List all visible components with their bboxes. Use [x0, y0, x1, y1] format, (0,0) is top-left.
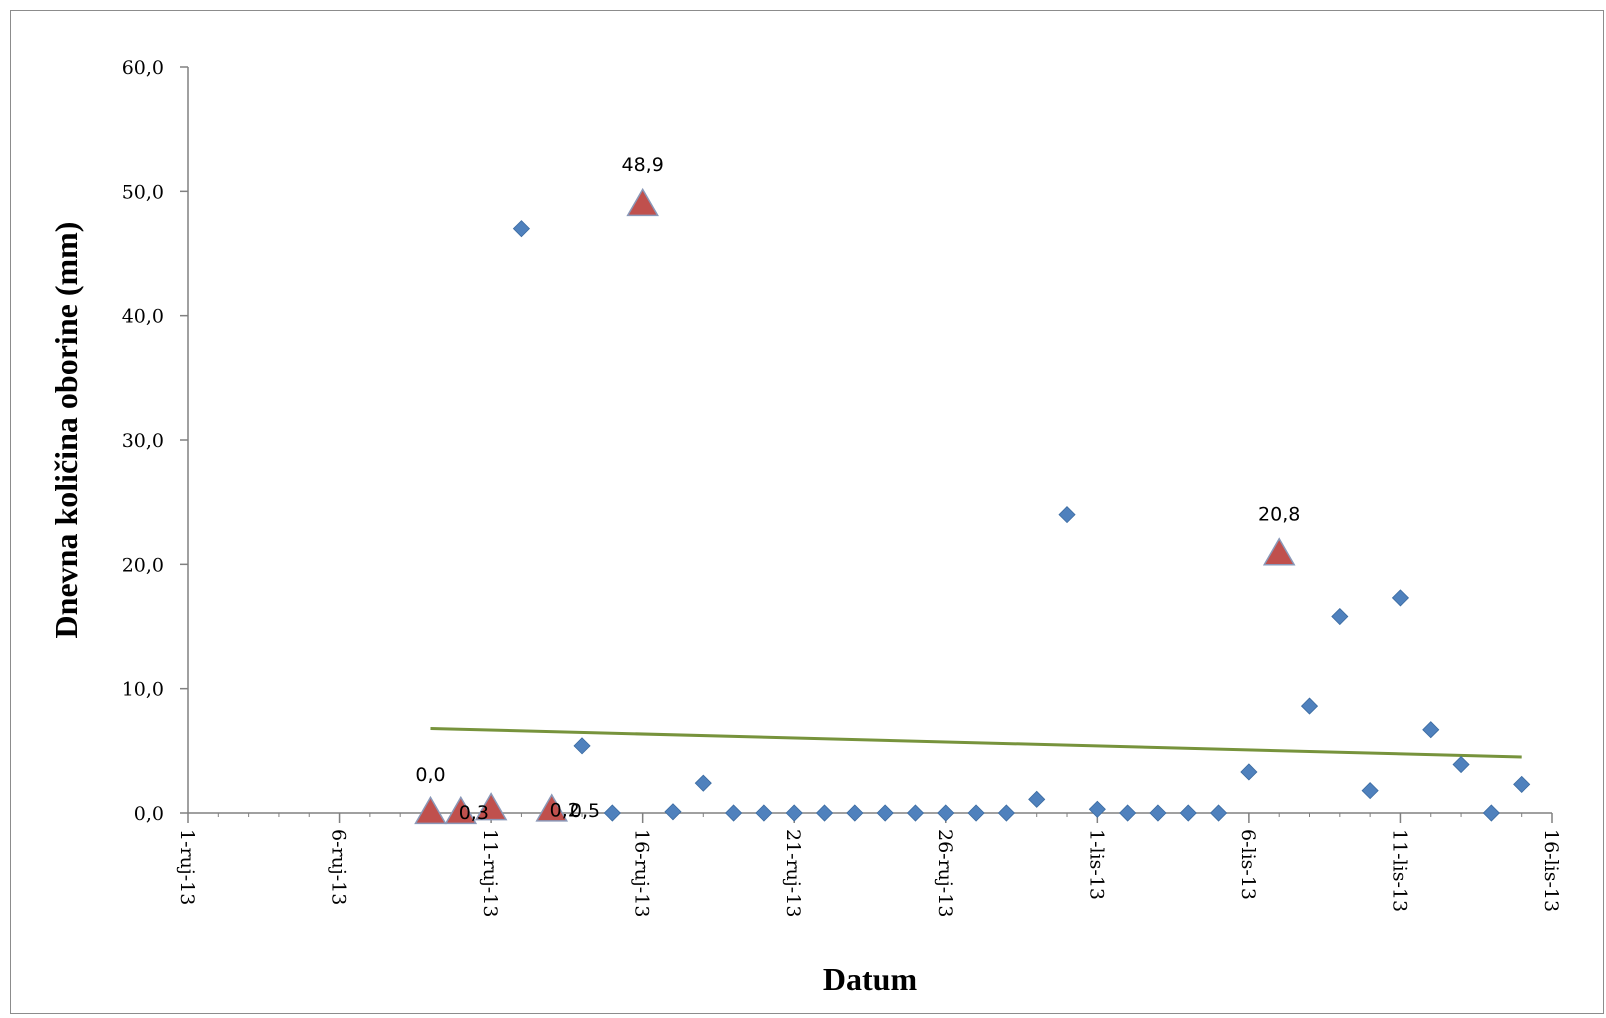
x-tick-label: 11-ruj-13: [479, 829, 501, 917]
point-diamond: [1422, 721, 1440, 739]
data-label: 20,8: [1258, 503, 1300, 525]
point-diamond: [1452, 755, 1470, 774]
point-diamond: [1300, 697, 1319, 715]
y-tick-label: 10,0: [122, 679, 164, 701]
point-diamond: [967, 804, 985, 822]
point-diamond: [1058, 506, 1076, 524]
point-diamond: [1149, 804, 1167, 822]
chart-frame: [10, 10, 1604, 1014]
point-triangle: [626, 187, 659, 217]
point-diamond: [1391, 589, 1410, 607]
point-diamond: [512, 220, 530, 238]
y-tick-label: 50,0: [122, 181, 164, 203]
trendline: [430, 726, 1522, 759]
data-label: 0,0: [415, 764, 445, 786]
data-label: 0,5: [570, 800, 600, 822]
x-tick-label: 26-ruj-13: [934, 829, 956, 917]
x-tick-label: 16-ruj-13: [631, 829, 653, 917]
y-tick-label: 30,0: [122, 430, 164, 452]
point-diamond: [1210, 804, 1228, 822]
points-layer: [414, 187, 1531, 825]
x-tick-label: 6-lis-13: [1237, 829, 1259, 900]
x-tick-label: 1-lis-13: [1085, 829, 1107, 900]
point-diamond: [603, 804, 621, 822]
x-tick-label: 6-ruj-13: [328, 829, 350, 905]
point-diamond: [1240, 763, 1258, 781]
trendline-layer: [430, 726, 1522, 759]
point-diamond: [1028, 790, 1046, 808]
point-diamond: [815, 804, 834, 822]
point-diamond: [1513, 775, 1531, 793]
axes: 0,0 10,0 20,0 30,0 40,0 50,0 60,0 1-ruj-13 6-ruj…: [122, 57, 1562, 917]
point-diamond: [997, 804, 1015, 822]
y-tick-label: 0,0: [134, 803, 164, 825]
point-diamond: [937, 804, 955, 822]
point-diamond: [846, 804, 864, 822]
y-tick-label: 20,0: [122, 554, 164, 576]
point-diamond: [785, 804, 803, 822]
x-tick-label: 16-lis-13: [1540, 829, 1562, 912]
x-axis-title: Datum: [823, 961, 918, 997]
data-label: 0,3: [459, 802, 489, 824]
point-diamond: [1361, 782, 1379, 800]
x-tick-label: 1-ruj-13: [176, 829, 198, 905]
point-diamond: [725, 804, 743, 822]
point-triangle: [474, 792, 508, 821]
point-diamond: [1482, 804, 1500, 822]
point-diamond: [876, 804, 894, 822]
point-triangle: [535, 793, 569, 822]
y-axis-title: Dnevna količina oborine (mm): [48, 222, 84, 639]
point-diamond: [664, 803, 682, 821]
point-diamond: [694, 774, 712, 792]
data-labels-layer: 0,0 0,3 0,20,5 48,9 20,8: [415, 154, 1300, 824]
point-triangle: [1262, 537, 1296, 566]
point-diamond: [1119, 804, 1137, 822]
y-tick-label: 40,0: [122, 306, 164, 328]
data-label: 48,9: [622, 154, 664, 176]
point-diamond: [573, 737, 591, 755]
data-label: 0,2: [550, 800, 580, 822]
x-tick-label: 11-lis-13: [1388, 829, 1410, 912]
point-diamond: [1179, 804, 1197, 822]
point-triangle: [444, 795, 478, 825]
y-tick-label: 60,0: [122, 57, 164, 79]
point-triangle: [414, 795, 447, 825]
point-diamond: [1331, 607, 1349, 626]
point-diamond: [906, 804, 925, 822]
point-diamond: [1088, 800, 1106, 818]
x-tick-label: 21-ruj-13: [782, 829, 804, 917]
point-diamond: [755, 804, 773, 822]
